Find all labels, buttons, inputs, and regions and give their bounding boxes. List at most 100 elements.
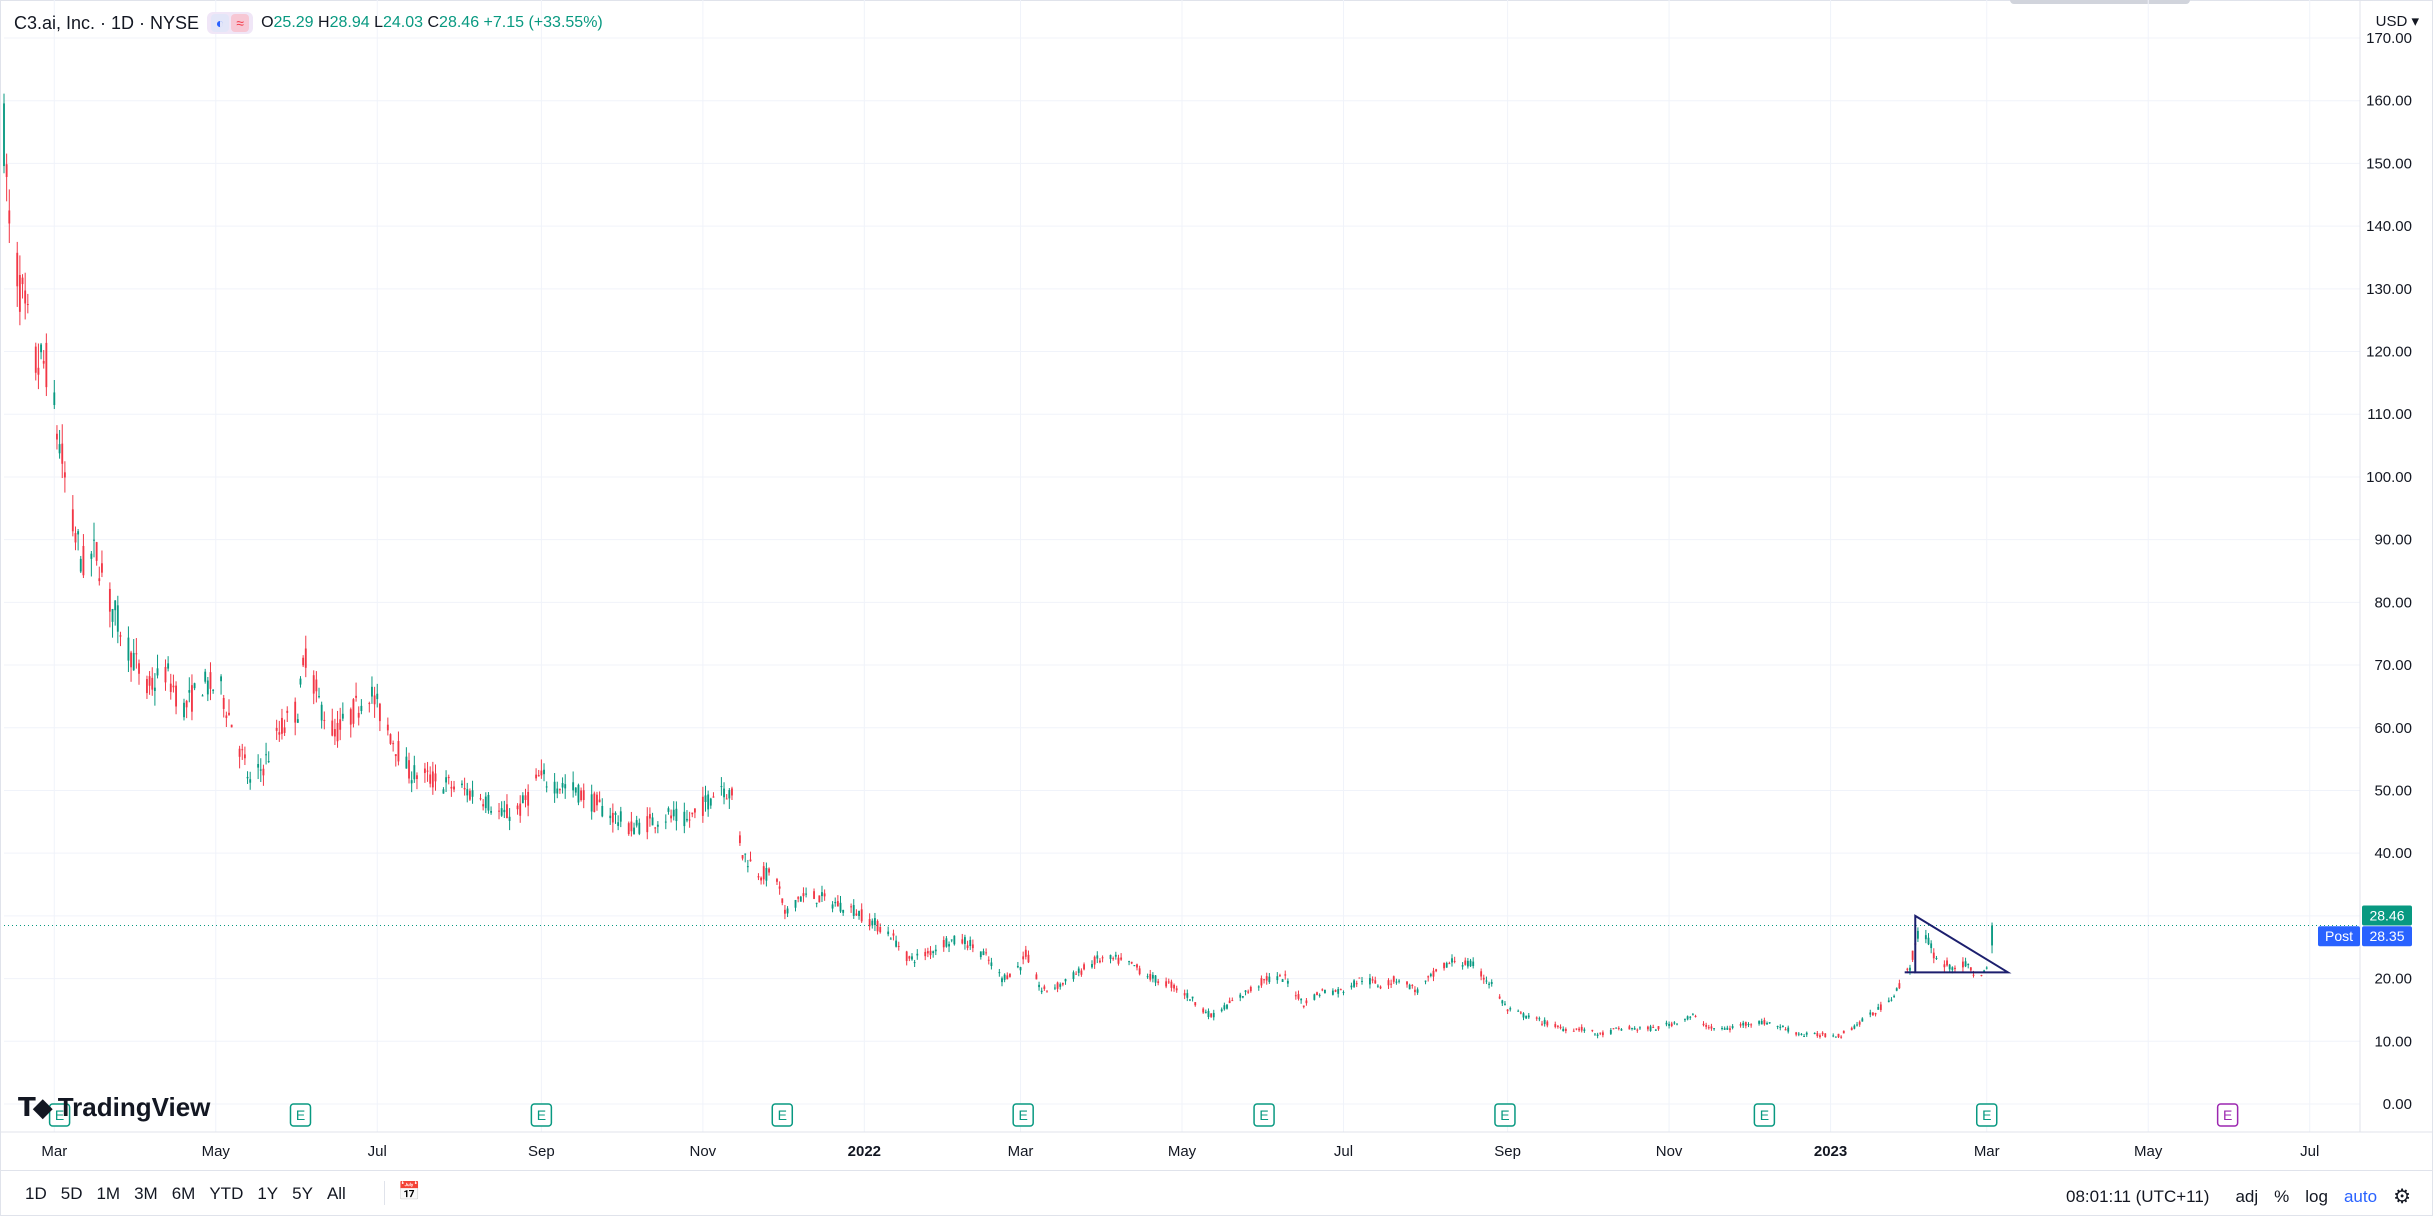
earnings-marker[interactable]: E — [2216, 1103, 2239, 1127]
candle-body — [1170, 981, 1173, 988]
earnings-marker[interactable]: E — [771, 1103, 794, 1127]
candle-body — [1869, 1012, 1872, 1015]
candle-body — [701, 796, 704, 816]
range-button-5d[interactable]: 5D — [60, 1184, 83, 1203]
tradingview-logo[interactable]: 𝗧◆ TradingView — [18, 1092, 210, 1123]
candle-body — [948, 944, 950, 947]
y-tick-label: 150.00 — [2366, 155, 2412, 172]
candle-body — [352, 699, 355, 724]
candle-body — [821, 892, 823, 897]
candle-body — [1429, 974, 1432, 976]
candle-body — [408, 760, 410, 779]
candle-body — [1260, 978, 1263, 986]
candle-body — [1601, 1032, 1604, 1036]
candle-body — [74, 533, 77, 543]
wave-icon[interactable]: ≈ — [231, 14, 250, 32]
candle-body — [1546, 1021, 1549, 1026]
candle-body — [249, 779, 252, 783]
candle-body — [982, 951, 985, 956]
candle-body — [191, 685, 193, 712]
candle-body — [720, 786, 723, 788]
candle-body — [312, 675, 315, 694]
candle-body — [776, 879, 778, 882]
earnings-marker[interactable]: E — [1253, 1103, 1275, 1127]
moon-icon[interactable]: ◐ — [211, 14, 230, 32]
candle-body — [1009, 973, 1011, 977]
candle-body — [1853, 1025, 1856, 1029]
log-scale-toggle[interactable]: log — [2305, 1186, 2328, 1206]
candle-body — [911, 956, 913, 960]
price-axis-label-bg — [2362, 905, 2412, 926]
candle-body — [1583, 1029, 1586, 1031]
earnings-marker[interactable]: E — [1494, 1103, 1516, 1127]
calendar-goto-icon[interactable]: 📅 — [398, 1181, 421, 1201]
candle-body — [1911, 950, 1914, 960]
candle-body — [323, 719, 326, 721]
auto-scale-toggle[interactable]: auto — [2343, 1186, 2378, 1206]
candle-body — [1244, 990, 1247, 992]
top-scroll-handle[interactable] — [2010, 0, 2190, 4]
candle-body — [304, 648, 307, 668]
gear-icon[interactable]: ⚙ — [2393, 1186, 2411, 1208]
candle-body — [1575, 1028, 1578, 1030]
candle-body — [1257, 986, 1260, 988]
candle-body — [1967, 964, 1970, 966]
candle-body — [1379, 986, 1382, 989]
price-chart[interactable]: 0.0010.0020.0030.0040.0050.0060.0070.008… — [0, 0, 2433, 1170]
candle-body — [1355, 983, 1358, 985]
candle-body — [728, 790, 731, 799]
tradingview-logo-text: TradingView — [57, 1092, 211, 1122]
candle-body — [1750, 1024, 1753, 1026]
candle-body — [1038, 984, 1040, 988]
earnings-marker[interactable]: E — [1012, 1103, 1034, 1127]
y-tick-label: 60.00 — [2374, 720, 2412, 737]
range-button-ytd[interactable]: YTD — [209, 1184, 244, 1203]
currency-selector[interactable]: USD ▾ — [2376, 12, 2419, 30]
candle-body — [1525, 1015, 1528, 1019]
symbol-title[interactable]: C3.ai, Inc. · 1D · NYSE — [14, 12, 200, 33]
candle-body — [111, 608, 114, 622]
candle-body — [609, 815, 612, 819]
earnings-marker[interactable]: E — [289, 1103, 312, 1127]
candle-body — [172, 685, 175, 688]
candle-body — [1779, 1026, 1782, 1028]
candle-body — [1744, 1022, 1747, 1026]
candle-body — [1099, 960, 1101, 963]
range-selector: 1D 5D 1M 3M 6M YTD 1Y 5Y All — [18, 1182, 353, 1206]
candle-body — [1665, 1022, 1668, 1025]
clock-display[interactable]: 08:01:11 (UTC+11) — [2065, 1186, 2210, 1206]
candle-body — [627, 823, 630, 835]
candle-body — [879, 927, 882, 933]
candle-body — [1427, 976, 1430, 978]
candle-body — [1117, 957, 1120, 964]
range-button-5y[interactable]: 5Y — [292, 1184, 313, 1203]
earnings-marker[interactable]: E — [48, 1103, 71, 1127]
candle-body — [913, 962, 916, 964]
earnings-marker-label: E — [1018, 1107, 1027, 1123]
candle-body — [1684, 1019, 1686, 1021]
earnings-marker[interactable]: E — [530, 1103, 553, 1127]
candle-body — [1707, 1027, 1710, 1029]
candle-body — [16, 252, 19, 287]
range-button-all[interactable]: All — [326, 1184, 346, 1203]
candle-body — [1800, 1033, 1803, 1035]
candle-body — [823, 893, 826, 897]
adjust-toggle[interactable]: adj — [2235, 1186, 2259, 1206]
candle-body — [1819, 1035, 1821, 1038]
candle-body — [797, 897, 800, 899]
earnings-marker[interactable]: E — [1753, 1103, 1776, 1127]
candle-body — [537, 774, 540, 777]
range-button-1y[interactable]: 1Y — [257, 1184, 279, 1203]
earnings-marker[interactable]: E — [1975, 1103, 1998, 1127]
candle-body — [1858, 1021, 1861, 1025]
range-button-6m[interactable]: 6M — [171, 1184, 196, 1203]
percent-scale-toggle[interactable]: % — [2274, 1186, 2290, 1206]
candle-body — [1948, 964, 1951, 970]
candle-body — [1411, 985, 1414, 987]
change-value: +7.15 (+33.55%) — [483, 14, 603, 31]
range-button-1d[interactable]: 1D — [25, 1184, 47, 1203]
range-button-3m[interactable]: 3M — [134, 1184, 158, 1203]
candle-body — [466, 789, 469, 796]
legend-indicator-pills[interactable]: ◐ ≈ — [207, 12, 254, 34]
range-button-1m[interactable]: 1M — [96, 1184, 121, 1203]
